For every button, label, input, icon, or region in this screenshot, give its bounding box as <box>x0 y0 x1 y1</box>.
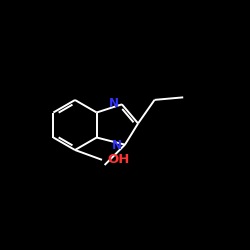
Text: N: N <box>109 96 119 110</box>
Text: OH: OH <box>108 153 130 166</box>
Text: N: N <box>112 140 122 152</box>
